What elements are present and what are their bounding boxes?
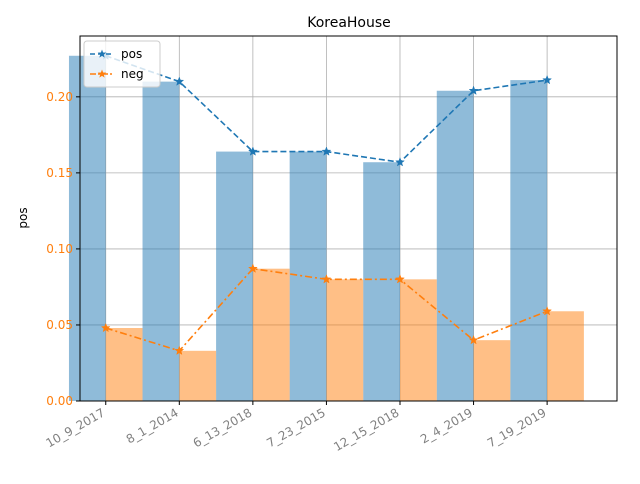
x-tick-label: 8_1_2014 — [124, 405, 181, 446]
bar-pos — [69, 56, 106, 401]
chart-title: KoreaHouse — [307, 15, 391, 31]
bar-neg — [253, 269, 290, 401]
bar-neg — [400, 279, 437, 401]
y-tick-label: 0.05 — [46, 318, 73, 332]
y-tick-label: 0.10 — [46, 242, 73, 256]
y-tick-label: 0.15 — [46, 166, 73, 180]
legend-label-pos: pos — [121, 47, 142, 61]
legend-label-neg: neg — [121, 67, 144, 81]
x-tick-label: 2_4_2019 — [418, 405, 475, 446]
legend: pos neg — [84, 41, 160, 87]
bar-pos — [143, 82, 180, 401]
bar-neg — [326, 279, 363, 401]
y-axis-label: pos — [16, 207, 30, 228]
x-tick-label: 7_19_2019 — [485, 405, 549, 450]
bar-pos — [437, 91, 474, 401]
bar-neg — [106, 328, 143, 401]
x-tick-label: 12_15_2018 — [331, 405, 401, 454]
bar-pos — [363, 162, 400, 401]
x-tick-label: 10_9_2017 — [44, 405, 108, 450]
bar-neg — [547, 311, 584, 401]
y-tick-label: 0.00 — [46, 394, 73, 408]
bar-pos — [216, 152, 253, 401]
x-tick-label: 6_13_2018 — [191, 405, 255, 450]
bar-neg — [179, 351, 216, 401]
bar-neg — [474, 340, 511, 401]
bar-pos — [510, 80, 547, 401]
x-tick-label: 7_23_2015 — [264, 405, 328, 450]
y-tick-label: 0.20 — [46, 90, 73, 104]
